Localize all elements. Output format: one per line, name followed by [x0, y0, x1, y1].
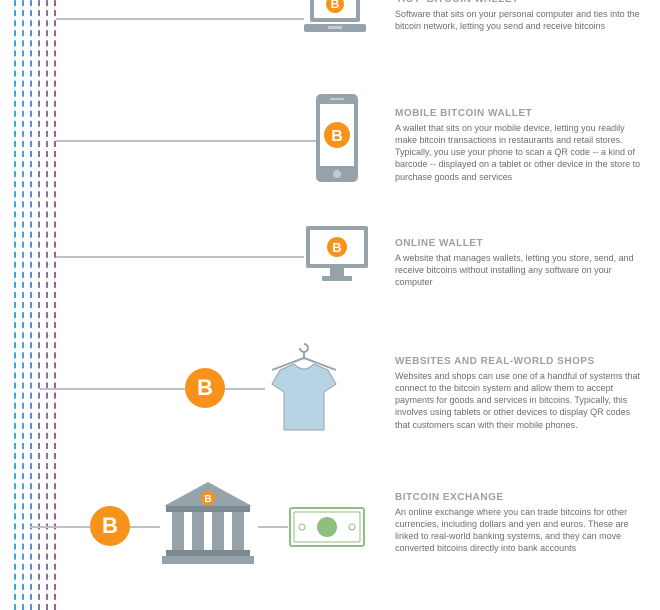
mobile-wallet-text: MOBILE BITCOIN WALLET A wallet that sits… [395, 108, 645, 183]
mobile-wallet-title: MOBILE BITCOIN WALLET [395, 108, 645, 119]
online-wallet-title: ONLINE WALLET [395, 238, 645, 249]
bitcoin-badge-exchange: B [90, 506, 130, 546]
cash-icon [288, 506, 366, 548]
rail-2 [22, 0, 24, 610]
bitcoin-badge-shops: B [185, 368, 225, 408]
laptop-icon: B [300, 0, 370, 38]
connector-mobile-wallet [56, 140, 316, 142]
hot-wallet-title: 'HOT' BITCOIN WALLET [395, 0, 645, 5]
rail-6 [54, 0, 56, 610]
mobile-wallet-desc: A wallet that sits on your mobile device… [395, 122, 645, 183]
online-wallet-desc: A website that manages wallets, letting … [395, 252, 645, 288]
flow-rails [14, 0, 56, 610]
monitor-icon: B [300, 222, 374, 286]
shops-title: WEBSITES AND REAL-WORLD SHOPS [395, 356, 645, 367]
shops-desc: Websites and shops can use one of a hand… [395, 370, 645, 431]
phone-icon: B [312, 92, 362, 184]
tshirt-icon [262, 340, 346, 436]
svg-text:B: B [204, 494, 211, 505]
svg-text:B: B [331, 128, 343, 145]
connector-online-wallet [56, 256, 304, 258]
connector-exchange [30, 526, 90, 528]
shops-text: WEBSITES AND REAL-WORLD SHOPS Websites a… [395, 356, 645, 431]
svg-text:B: B [331, 0, 340, 11]
connector-shops [40, 388, 185, 390]
exchange-title: BITCOIN EXCHANGE [395, 492, 645, 503]
exchange-text: BITCOIN EXCHANGE An online exchange wher… [395, 492, 645, 555]
connector-exchange-right [258, 526, 288, 528]
connector-shops-right [225, 388, 265, 390]
svg-text:B: B [332, 240, 341, 255]
connector-hot-wallet [56, 18, 304, 20]
online-wallet-text: ONLINE WALLET A website that manages wal… [395, 238, 645, 288]
exchange-desc: An online exchange where you can trade b… [395, 506, 645, 555]
hot-wallet-text: 'HOT' BITCOIN WALLET Software that sits … [395, 0, 645, 32]
rail-4 [38, 0, 40, 610]
rail-3 [30, 0, 32, 610]
bank-icon: B [160, 478, 256, 566]
connector-exchange-mid [130, 526, 160, 528]
rail-5 [46, 0, 48, 610]
hot-wallet-desc: Software that sits on your personal comp… [395, 8, 645, 32]
rail-1 [14, 0, 16, 610]
